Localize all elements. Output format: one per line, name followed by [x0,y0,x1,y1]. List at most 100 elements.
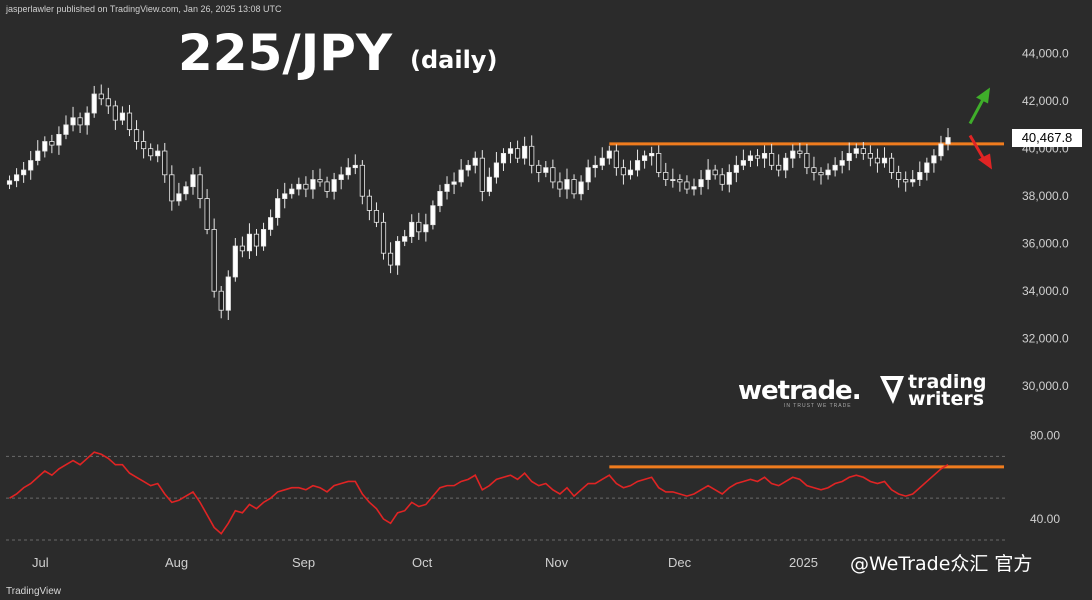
candle-body [260,229,267,247]
candle-body [416,221,422,233]
publisher-header: jasperlawler published on TradingView.co… [6,4,282,14]
arrow-up-icon [976,87,991,104]
candle-body [585,167,591,183]
candle-body [105,98,111,107]
candle-body [366,195,372,211]
candle-body [324,181,330,192]
candle-body [903,179,909,183]
candle-body [557,181,563,190]
candle-body [91,93,97,114]
x-tick-label: Dec [668,555,692,570]
candle-body [747,155,754,161]
candle-body [246,233,253,252]
candle-body [825,169,831,176]
candle-body [761,153,768,159]
candle-body [896,172,902,180]
candle-body [465,164,471,171]
candle-body [578,181,584,195]
arrow-up-shaft [968,96,986,125]
candle-body [663,172,669,180]
price-tick-label: 32,000.0 [1022,332,1069,346]
candle-body [56,134,62,146]
candle-body [239,245,245,252]
candle-body [126,112,133,131]
price-tick-label: 42,000.0 [1022,94,1069,108]
candle-body [776,164,782,171]
candle-body [797,150,803,154]
candle-body [783,157,789,171]
candle-body [296,183,302,190]
candle-body [500,153,507,164]
candle-body [70,117,76,126]
candle-body [331,179,337,192]
x-tick-label: Oct [412,555,433,570]
candle-body [190,174,196,188]
candle-body [514,148,521,159]
candle-body [529,145,535,166]
candle-body [21,169,27,176]
candle-body [380,221,387,254]
rsi-tick-label: 40.00 [1030,512,1060,526]
candle-body [733,164,739,173]
candle-body [451,181,457,185]
candle-body [112,105,118,121]
candle-body [804,153,810,169]
candle-body [225,276,231,311]
candle-body [49,141,55,146]
candle-body [656,153,662,173]
candle-body [42,141,48,152]
candle-body [740,160,746,166]
candle-body [282,193,288,199]
candle-body [634,160,641,171]
candle-body [155,150,161,157]
candle-body [507,148,514,154]
x-tick-label: Jul [32,555,49,570]
candle-body [204,198,210,230]
candle-body [536,164,542,173]
candle-body [571,179,577,195]
candle-body [359,164,365,197]
candle-body [606,150,612,159]
candle-body [28,160,34,171]
x-tick-label: Nov [545,555,569,570]
candle-body [253,233,260,247]
candle-body [169,174,175,202]
candle-body [119,112,126,121]
candle-body [754,155,761,159]
candle-body [818,172,824,176]
candle-body [938,143,944,157]
candle-body [268,217,274,230]
candle-body [627,169,634,176]
candle-body [550,167,556,183]
candle-body [352,164,358,169]
candle-body [211,229,217,292]
candle-body [670,179,676,181]
rsi-tick-label: 80.00 [1030,428,1060,442]
candle-body [387,252,394,266]
candle-body [345,167,351,176]
candle-body [931,155,937,164]
chart-title: 225/JPY [178,24,393,82]
candle-body [444,183,450,192]
candle-body [712,169,718,176]
candle-body [790,150,796,159]
candle-body [613,150,619,169]
candle-body [592,164,598,169]
candle-body [874,157,881,164]
candle-body [917,172,923,180]
candle-body [860,148,866,154]
trading-writers-logo: trading writers [908,371,987,410]
candle-body [705,169,711,180]
last-price-label: 40,467.8 [1012,129,1082,147]
x-tick-label: Sep [292,555,315,570]
candle-body [197,174,203,199]
candle-body [910,179,916,183]
candle-body [924,162,930,173]
candle-body [13,174,20,182]
wetrade-tagline: IN TRUST WE TRADE [784,403,852,409]
candle-body [839,160,845,166]
candle-body [881,157,888,164]
price-tick-label: 34,000.0 [1022,284,1069,298]
